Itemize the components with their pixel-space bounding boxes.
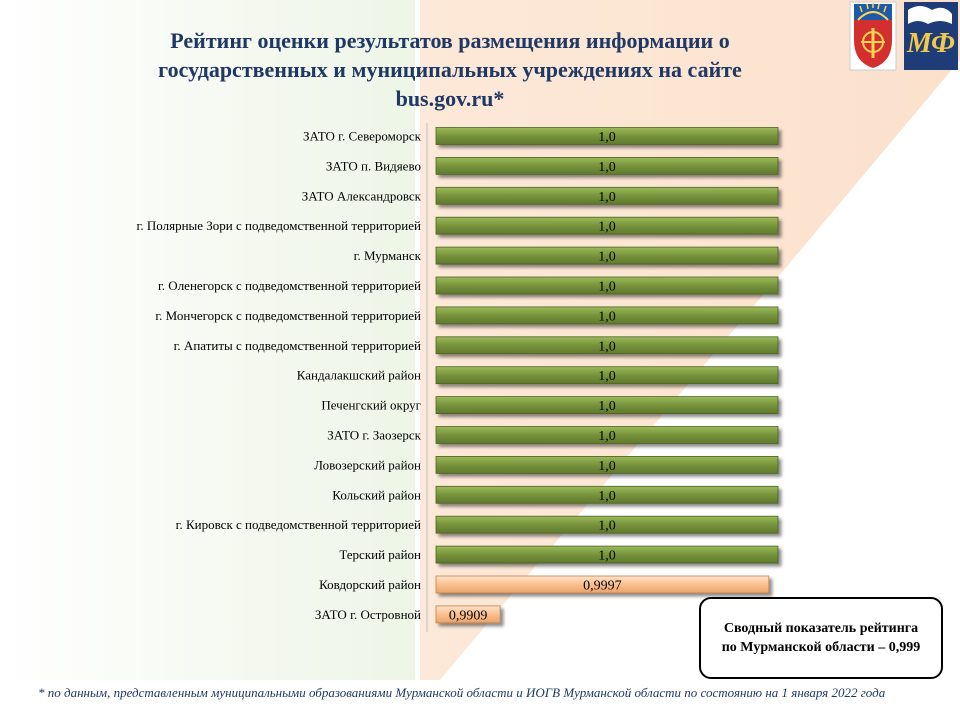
data-label: 1,0 (598, 220, 616, 235)
bar (435, 485, 779, 504)
category-label: Терский район (339, 547, 421, 562)
category-label: Печенгский округ (321, 398, 421, 413)
data-label: 1,0 (598, 459, 616, 474)
summary-box: Сводный показатель рейтинга по Мурманско… (699, 597, 943, 679)
category-label: г. Апатиты с подведомственной территорие… (174, 338, 421, 353)
bar (435, 426, 779, 444)
category-label: ЗАТО Александровск (302, 188, 422, 203)
data-label: 0,9997 (583, 579, 622, 594)
category-label: ЗАТО г. Североморск (303, 129, 422, 144)
title-line-2: государственных и муниципальных учрежден… (158, 57, 742, 82)
bar (435, 127, 779, 145)
data-label: 1,0 (598, 369, 616, 384)
bar (435, 366, 779, 385)
murmansk-finance-ministry-emblem-icon: МФ (904, 2, 958, 70)
bar (435, 156, 779, 175)
data-label: 1,0 (598, 280, 616, 295)
category-label: Кандалакшский район (297, 368, 421, 383)
bar (435, 455, 779, 474)
title-line-3: bus.gov.ru* (395, 86, 505, 111)
bar (435, 276, 779, 295)
bar (435, 575, 770, 594)
data-label: 1,0 (598, 250, 616, 265)
bar (435, 216, 779, 235)
category-label: г. Оленегорск с подведомственной террито… (158, 278, 421, 293)
category-label: г. Мурманск (354, 248, 422, 263)
footnote: * по данным, представленным муниципальны… (38, 685, 886, 700)
category-label: г. Мончегорск с подведомственной террито… (155, 308, 421, 323)
data-label: 1,0 (598, 549, 616, 564)
bar (435, 306, 779, 325)
category-label: г. Полярные Зори с подведомственной терр… (137, 218, 422, 233)
murmansk-region-coat-of-arms-icon (849, 1, 897, 71)
svg-text:МФ: МФ (906, 28, 955, 59)
data-label: 1,0 (598, 160, 616, 175)
category-label: Ковдорский район (319, 577, 421, 592)
category-label: Ловозерский район (314, 457, 421, 472)
data-label: 1,0 (598, 339, 616, 354)
data-label: 1,0 (598, 519, 616, 534)
bar (435, 246, 779, 265)
bar (435, 336, 779, 355)
bar (435, 605, 501, 624)
data-label: 1,0 (598, 399, 616, 414)
category-label: Кольский район (332, 487, 421, 502)
bar (435, 396, 779, 415)
logos: МФ (848, 0, 960, 72)
bar (435, 186, 779, 205)
data-label: 1,0 (598, 489, 616, 504)
data-label: 1,0 (598, 130, 616, 145)
data-label: 1,0 (598, 429, 616, 444)
title-line-1: Рейтинг оценки результатов размещения ин… (170, 28, 730, 53)
summary-text: Сводный показатель рейтинга по Мурманско… (721, 621, 921, 655)
data-label: 1,0 (598, 309, 616, 324)
category-label: ЗАТО г. Островной (315, 607, 421, 622)
bar (435, 515, 779, 534)
category-label: г. Кировск с подведомственной территорие… (176, 517, 421, 532)
data-label: 0,9909 (449, 608, 488, 623)
category-label: ЗАТО п. Видяево (326, 158, 421, 173)
page-title: Рейтинг оценки результатов размещения ин… (100, 26, 800, 113)
bar (435, 545, 779, 564)
category-label: ЗАТО г. Заозерск (327, 428, 421, 443)
data-label: 1,0 (598, 190, 616, 205)
